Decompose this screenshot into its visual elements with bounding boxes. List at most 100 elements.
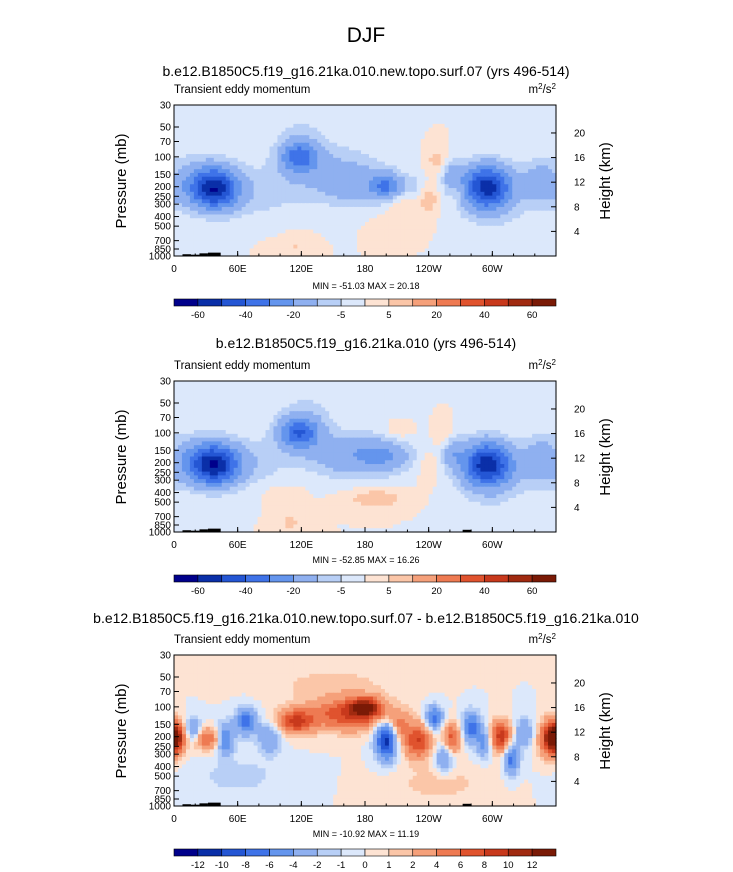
field-cell <box>345 123 350 129</box>
field-cell <box>532 214 537 219</box>
field-cell <box>177 169 183 174</box>
field-cell <box>420 240 426 246</box>
field-cell <box>225 180 231 185</box>
field-cell <box>540 240 545 246</box>
field-cell <box>504 384 509 390</box>
field-cell <box>388 191 394 197</box>
field-cell <box>384 154 390 159</box>
field-cell <box>532 222 537 227</box>
field-cell <box>448 161 454 167</box>
field-cell <box>476 150 481 155</box>
field-cell <box>209 248 215 253</box>
field-cell <box>552 176 557 182</box>
field-cell <box>392 407 398 412</box>
field-cell <box>528 172 533 178</box>
field-cell <box>540 180 545 185</box>
field-cell <box>512 188 517 193</box>
field-cell <box>345 392 350 397</box>
field-cell <box>253 195 259 200</box>
field-cell <box>500 169 505 174</box>
field-cell <box>460 388 466 393</box>
field-cell <box>213 150 219 155</box>
field-cell <box>552 165 557 170</box>
field-cell <box>297 418 302 424</box>
field-cell <box>516 252 521 257</box>
field-cell <box>416 112 422 117</box>
colorbar-label: 20 <box>431 310 442 321</box>
field-cell <box>444 169 450 174</box>
field-cell <box>452 176 458 182</box>
field-cell <box>313 381 318 386</box>
field-cell <box>225 195 231 200</box>
field-cell <box>245 206 251 212</box>
field-cell <box>233 105 239 110</box>
field-cell <box>496 108 501 114</box>
field-cell <box>349 206 354 212</box>
y2-tick-label: 8 <box>574 202 580 213</box>
field-cell <box>293 396 298 401</box>
field-cell <box>281 403 287 409</box>
field-cell <box>233 135 239 140</box>
field-cell <box>444 165 450 170</box>
field-cell <box>181 392 187 397</box>
field-cell <box>349 165 354 170</box>
field-cell <box>197 184 203 189</box>
field-cell <box>285 127 290 133</box>
field-cell <box>245 411 251 416</box>
field-cell <box>440 199 446 204</box>
field-cell <box>540 123 545 129</box>
field-cell <box>205 165 211 170</box>
field-cell <box>520 195 525 200</box>
field-cell <box>524 240 529 246</box>
field-cell <box>285 384 290 390</box>
field-cell <box>432 199 438 204</box>
field-cell <box>500 388 505 393</box>
field-cell <box>321 135 326 140</box>
field-cell <box>297 135 302 140</box>
field-cell <box>174 240 179 246</box>
field-cell <box>432 123 438 129</box>
field-cell <box>249 120 255 125</box>
field-cell <box>221 229 227 234</box>
field-cell <box>480 407 485 412</box>
field-cell <box>205 157 211 163</box>
field-cell <box>448 396 454 401</box>
field-cell <box>285 150 290 155</box>
y-tick-label: 850 <box>154 245 171 256</box>
field-cell <box>245 108 251 114</box>
field-cell <box>512 388 517 393</box>
field-cell <box>472 188 478 193</box>
field-cell <box>269 407 275 412</box>
field-cell <box>548 199 553 204</box>
field-cell <box>257 396 263 401</box>
field-cell <box>197 237 203 242</box>
field-cell <box>448 218 454 223</box>
field-cell <box>424 127 430 133</box>
field-cell <box>460 248 466 253</box>
field-cell <box>293 403 298 409</box>
field-cell <box>476 127 481 133</box>
field-cell <box>496 218 501 223</box>
field-cell <box>301 172 306 178</box>
field-cell <box>357 105 362 110</box>
field-cell <box>408 116 414 121</box>
field-cell <box>456 195 462 200</box>
field-cell <box>404 127 410 133</box>
field-cell <box>213 131 219 136</box>
field-cell <box>444 127 450 133</box>
field-cell <box>532 195 537 200</box>
field-cell <box>524 188 529 193</box>
field-cell <box>297 138 302 144</box>
field-cell <box>213 165 219 170</box>
field-cell <box>448 150 454 155</box>
field-cell <box>313 203 318 208</box>
field-cell <box>448 248 454 253</box>
field-cell <box>265 188 271 193</box>
field-cell <box>197 172 203 178</box>
field-cell <box>297 105 302 110</box>
field-cell <box>532 399 537 405</box>
field-cell <box>225 112 231 117</box>
field-cell <box>464 108 470 114</box>
field-cell <box>241 123 247 129</box>
field-cell <box>372 248 378 253</box>
